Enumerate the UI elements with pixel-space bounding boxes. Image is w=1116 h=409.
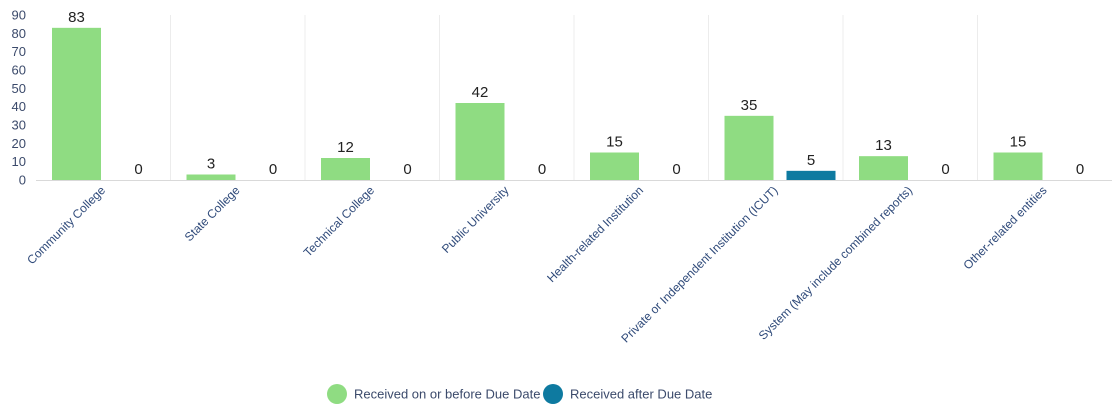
bar[interactable] — [590, 152, 639, 181]
y-tick-label: 60 — [12, 63, 26, 78]
data-label: 3 — [207, 156, 215, 173]
legend-item[interactable]: Received on or before Due Date — [327, 384, 540, 404]
y-tick-label: 10 — [12, 154, 26, 169]
category-label: Private or Independent Institution (ICUT… — [618, 183, 780, 345]
legend-label: Received on or before Due Date — [354, 387, 540, 402]
data-label: 15 — [606, 134, 623, 151]
data-label: 83 — [68, 9, 85, 26]
y-tick-label: 80 — [12, 26, 26, 41]
data-label: 13 — [875, 137, 892, 154]
bar[interactable] — [993, 152, 1043, 181]
grid-layer — [36, 15, 1112, 181]
data-label: 0 — [941, 161, 949, 178]
bar[interactable] — [859, 156, 908, 180]
legend-item[interactable]: Received after Due Date — [543, 384, 712, 404]
legend-marker — [543, 384, 563, 404]
bar[interactable] — [455, 103, 505, 180]
bar[interactable] — [724, 115, 774, 180]
legend-marker — [327, 384, 347, 404]
category-label: Other-related entities — [960, 183, 1049, 272]
y-tick-label: 90 — [12, 8, 26, 23]
category-label: State College — [182, 183, 243, 244]
data-label: 0 — [672, 161, 680, 178]
category-label: Technical College — [301, 183, 378, 260]
data-label: 0 — [538, 161, 546, 178]
category-label: Health-related Institution — [544, 183, 646, 285]
data-label: 0 — [403, 161, 411, 178]
bar[interactable] — [321, 158, 370, 180]
y-tick-label: 20 — [12, 136, 26, 151]
bar[interactable] — [52, 27, 101, 181]
y-tick-label: 0 — [19, 173, 26, 188]
data-label: 15 — [1010, 134, 1027, 151]
category-label: Public University — [439, 183, 512, 256]
bar[interactable] — [186, 174, 236, 181]
legend-label: Received after Due Date — [570, 387, 712, 402]
data-label: 0 — [134, 161, 142, 178]
bars — [52, 27, 1043, 181]
category-label: Community College — [24, 183, 108, 267]
x-axis-labels: Community College State College Technical … — [24, 183, 1049, 345]
y-tick-label: 40 — [12, 99, 26, 114]
data-label: 12 — [337, 139, 354, 156]
data-label: 0 — [1076, 161, 1084, 178]
y-tick-label: 70 — [12, 44, 26, 59]
data-label: 42 — [472, 84, 489, 101]
y-tick-label: 50 — [12, 81, 26, 96]
data-label: 35 — [741, 97, 758, 114]
y-axis: 0 10 20 30 40 50 60 70 80 90 — [12, 8, 26, 188]
category-label: System (May include combined reports) — [756, 183, 915, 342]
legend: Received on or before Due Date Received a… — [327, 384, 712, 404]
y-tick-label: 30 — [12, 118, 26, 133]
data-label: 5 — [807, 152, 815, 169]
bar[interactable] — [786, 170, 836, 180]
data-label: 0 — [269, 161, 277, 178]
data-labels: 83 3 12 42 15 35 13 15 0 0 0 0 0 5 0 0 — [68, 9, 1084, 178]
